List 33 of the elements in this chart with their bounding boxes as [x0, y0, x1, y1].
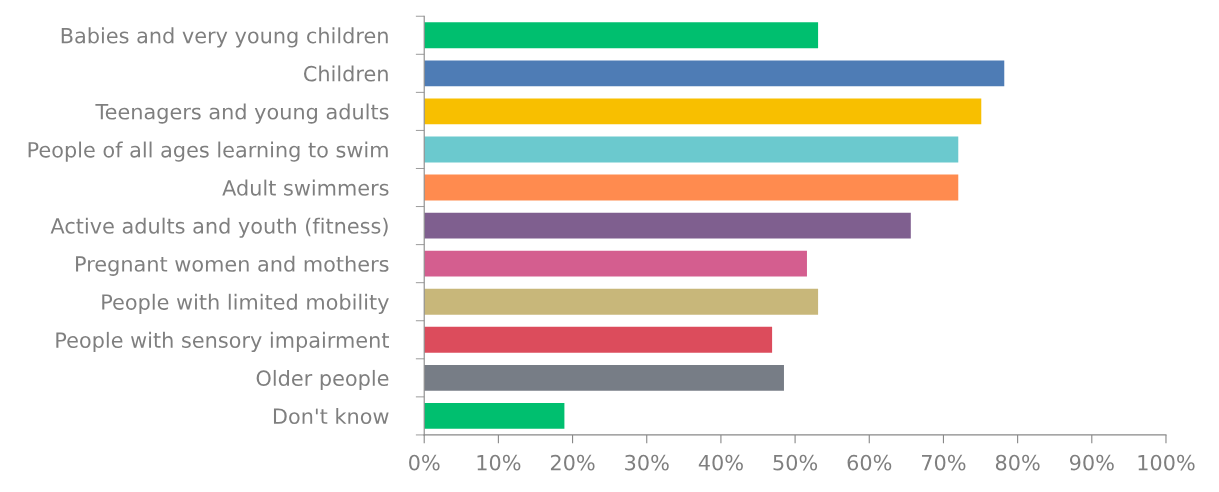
x-tick-label: 0% [409, 454, 440, 471]
bar [424, 402, 565, 429]
x-tick-label: 90% [1069, 454, 1114, 471]
x-tick-label: 10% [477, 454, 521, 471]
y-tick-label: Babies and very young children [61, 27, 388, 48]
bar [424, 174, 959, 201]
y-tick-label: Don't know [273, 407, 389, 425]
x-tick-label: 60% [847, 454, 892, 471]
x-tick-label: 50% [773, 454, 818, 471]
x-tick-label: 20% [550, 454, 595, 471]
y-tick-label: Active adults and youth (fitness) [50, 217, 388, 238]
bar [424, 98, 982, 125]
bar [424, 326, 773, 353]
bar [424, 22, 819, 49]
y-tick-label: Older people [256, 369, 389, 391]
x-tick-label: 70% [922, 454, 966, 471]
y-tick-label: People with sensory impairment [56, 331, 389, 353]
y-tick-label: People of all ages learning to swim [28, 141, 388, 162]
x-tick-label: 30% [625, 454, 669, 471]
bar [424, 250, 807, 277]
y-tick-label: Pregnant women and mothers [76, 255, 389, 276]
x-tick-label: 80% [995, 454, 1040, 471]
y-tick-label: People with limited mobility [102, 293, 389, 314]
x-tick-label: 40% [698, 454, 743, 471]
y-tick-label: Children [303, 65, 388, 82]
bar [424, 136, 959, 163]
x-tick-label: 100% [1138, 454, 1195, 471]
bar [424, 288, 819, 315]
bar [424, 212, 911, 239]
bar [424, 60, 1005, 87]
y-tick-label: Adult swimmers [222, 179, 389, 196]
bar [424, 364, 784, 391]
y-tick-label: Teenagers and young adults [95, 103, 389, 124]
